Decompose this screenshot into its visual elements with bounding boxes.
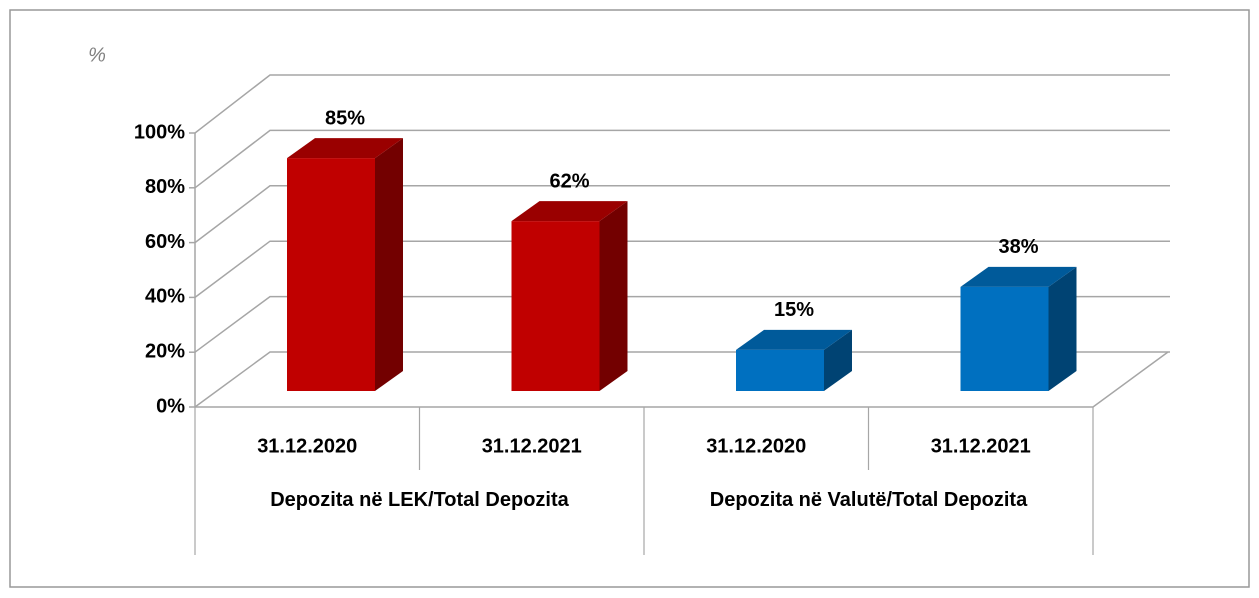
value-label: 15% (774, 299, 814, 321)
x-tick-label: 31.12.2021 (482, 435, 582, 457)
group-label: Depozita në Valutë/Total Depozita (709, 489, 1028, 511)
bar-top (736, 329, 852, 350)
bar-side (375, 138, 403, 391)
y-axis-label: % (88, 44, 106, 66)
bar-top (287, 138, 403, 159)
bar (736, 349, 824, 391)
grid-line (194, 185, 1170, 244)
y-tick-label: 100% (134, 121, 185, 143)
y-tick-label: 20% (145, 340, 185, 362)
bar (511, 221, 600, 391)
y-tick-label: 60% (145, 231, 185, 253)
grid-line (194, 74, 1170, 134)
x-tick-label: 31.12.2020 (257, 435, 357, 457)
value-label: 38% (998, 236, 1038, 258)
x-tick-label: 31.12.2020 (706, 435, 806, 457)
bar-side (599, 201, 628, 391)
bar (960, 286, 1049, 391)
y-tick-label: 40% (145, 286, 185, 308)
grid-line (194, 129, 1170, 189)
y-tick-label: 0% (156, 395, 185, 417)
bar (287, 158, 375, 391)
value-label: 85% (325, 107, 365, 129)
x-tick-label: 31.12.2021 (931, 435, 1031, 457)
bar-top (511, 201, 628, 222)
bar-side (824, 329, 852, 391)
grid-line (194, 295, 1170, 353)
bar-top (960, 266, 1077, 287)
value-label: 62% (549, 170, 589, 192)
grid-line (194, 240, 1170, 299)
grid-line (194, 351, 1170, 408)
y-tick-label: 80% (145, 176, 185, 198)
group-label: Depozita në LEK/Total Depozita (270, 489, 569, 511)
bar-side (1048, 266, 1077, 391)
